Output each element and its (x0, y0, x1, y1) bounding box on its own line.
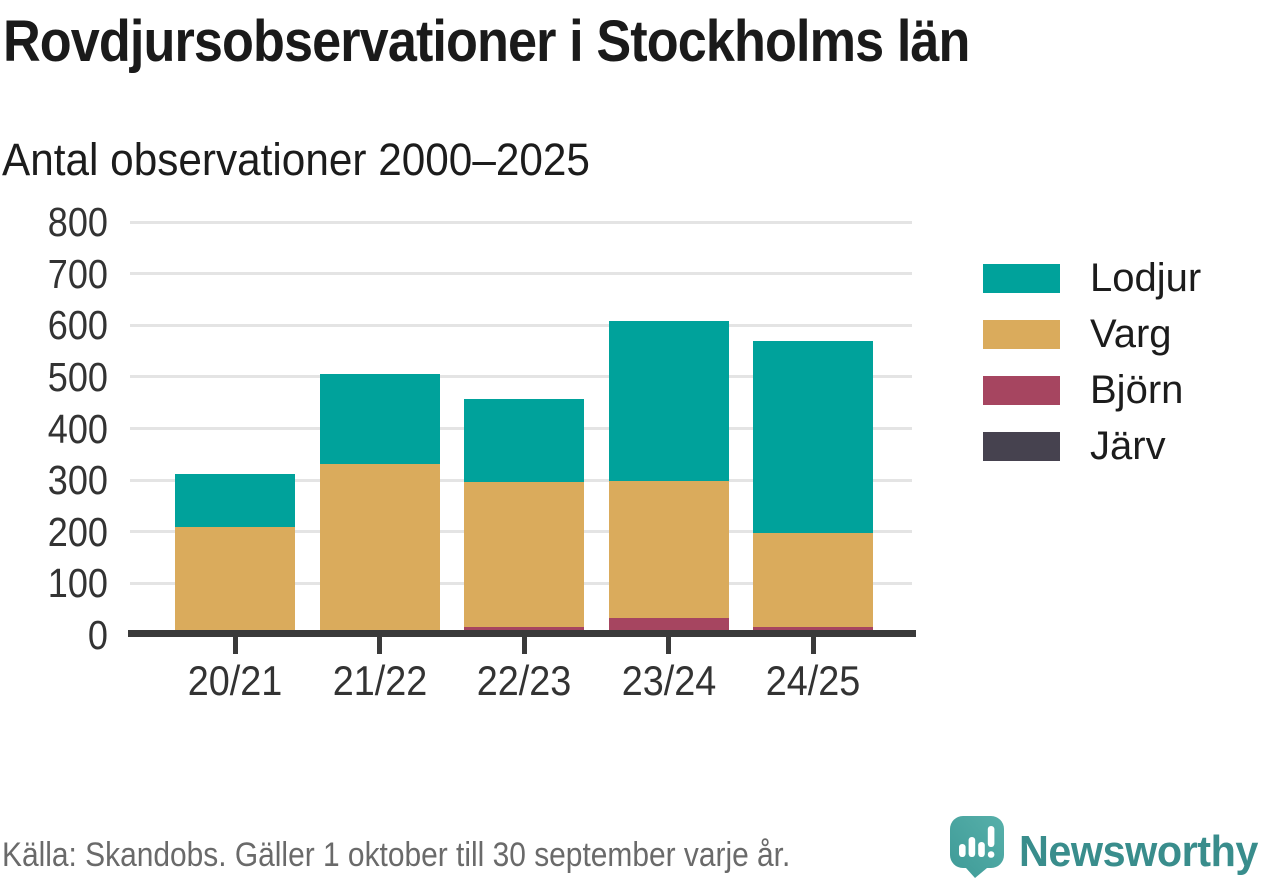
chart-title: Rovdjursobservationer i Stockholms län (3, 9, 970, 74)
x-axis-tick-label: 24/25 (765, 657, 861, 704)
y-axis-tick-label: 800 (47, 199, 108, 245)
legend-swatch-varg (983, 319, 1060, 349)
bar-segment-varg-24-25 (753, 532, 873, 627)
x-axis-tick (666, 637, 671, 654)
newsworthy-logo-icon (950, 816, 1004, 878)
bar-segment-lodjur-20-21 (175, 474, 295, 527)
legend-swatch-lodjur (983, 263, 1060, 293)
bar-segment-varg-23-24 (608, 481, 729, 618)
chart-subtitle: Antal observationer 2000–2025 (2, 134, 590, 185)
y-axis-tick-label: 400 (47, 405, 108, 452)
bar-segment-lodjur-23-24 (608, 320, 729, 482)
gridline-y500 (130, 375, 912, 379)
y-axis-tick-label: 200 (47, 508, 108, 555)
source-note: Källa: Skandobs. Gäller 1 oktober till 3… (2, 836, 791, 874)
legend-label-varg: Varg (1090, 312, 1172, 356)
x-axis-tick-label: 21/22 (332, 657, 427, 704)
x-axis-tick (810, 637, 816, 654)
bar-segment-varg-21-22 (319, 463, 440, 632)
legend-label-järv: Järv (1090, 424, 1166, 468)
gridline-y700 (130, 272, 912, 276)
y-axis-tick-label: 700 (47, 250, 108, 297)
legend-label-björn: Björn (1090, 368, 1184, 412)
x-axis-tick (232, 637, 238, 654)
bar-segment-lodjur-22-23 (464, 399, 584, 482)
bar-segment-varg-22-23 (464, 481, 584, 627)
y-axis-tick-label: 300 (47, 457, 108, 504)
legend-swatch-björn (983, 375, 1060, 405)
legend-label-lodjur: Lodjur (1090, 256, 1202, 300)
bar-segment-varg-20-21 (175, 526, 295, 632)
x-axis-tick-label: 23/24 (621, 657, 716, 704)
legend-swatch-järv (983, 431, 1060, 461)
x-axis-tick (377, 637, 382, 654)
legend: Lodjur Varg Björn Järv (983, 258, 1201, 486)
x-axis-line (128, 630, 916, 637)
bar-segment-lodjur-21-22 (319, 374, 440, 464)
gridline-y600 (130, 323, 912, 327)
legend-item-järv: Järv (983, 426, 1201, 466)
legend-item-lodjur: Lodjur (983, 258, 1201, 298)
x-axis-tick-label: 20/21 (187, 657, 283, 704)
bar-segment-lodjur-24-25 (753, 341, 873, 533)
y-axis-tick-label: 0 (87, 612, 108, 658)
x-axis-tick-label: 22/23 (476, 657, 572, 704)
y-axis-tick-label: 600 (47, 302, 108, 349)
y-axis-tick-label: 100 (47, 560, 108, 607)
gridline-y800 (130, 220, 912, 224)
legend-item-björn: Björn (983, 370, 1201, 410)
x-axis-tick (521, 637, 527, 654)
legend-item-varg: Varg (983, 314, 1201, 354)
brand-wordmark: Newsworthy (1019, 827, 1258, 876)
y-axis-tick-label: 500 (47, 353, 108, 400)
